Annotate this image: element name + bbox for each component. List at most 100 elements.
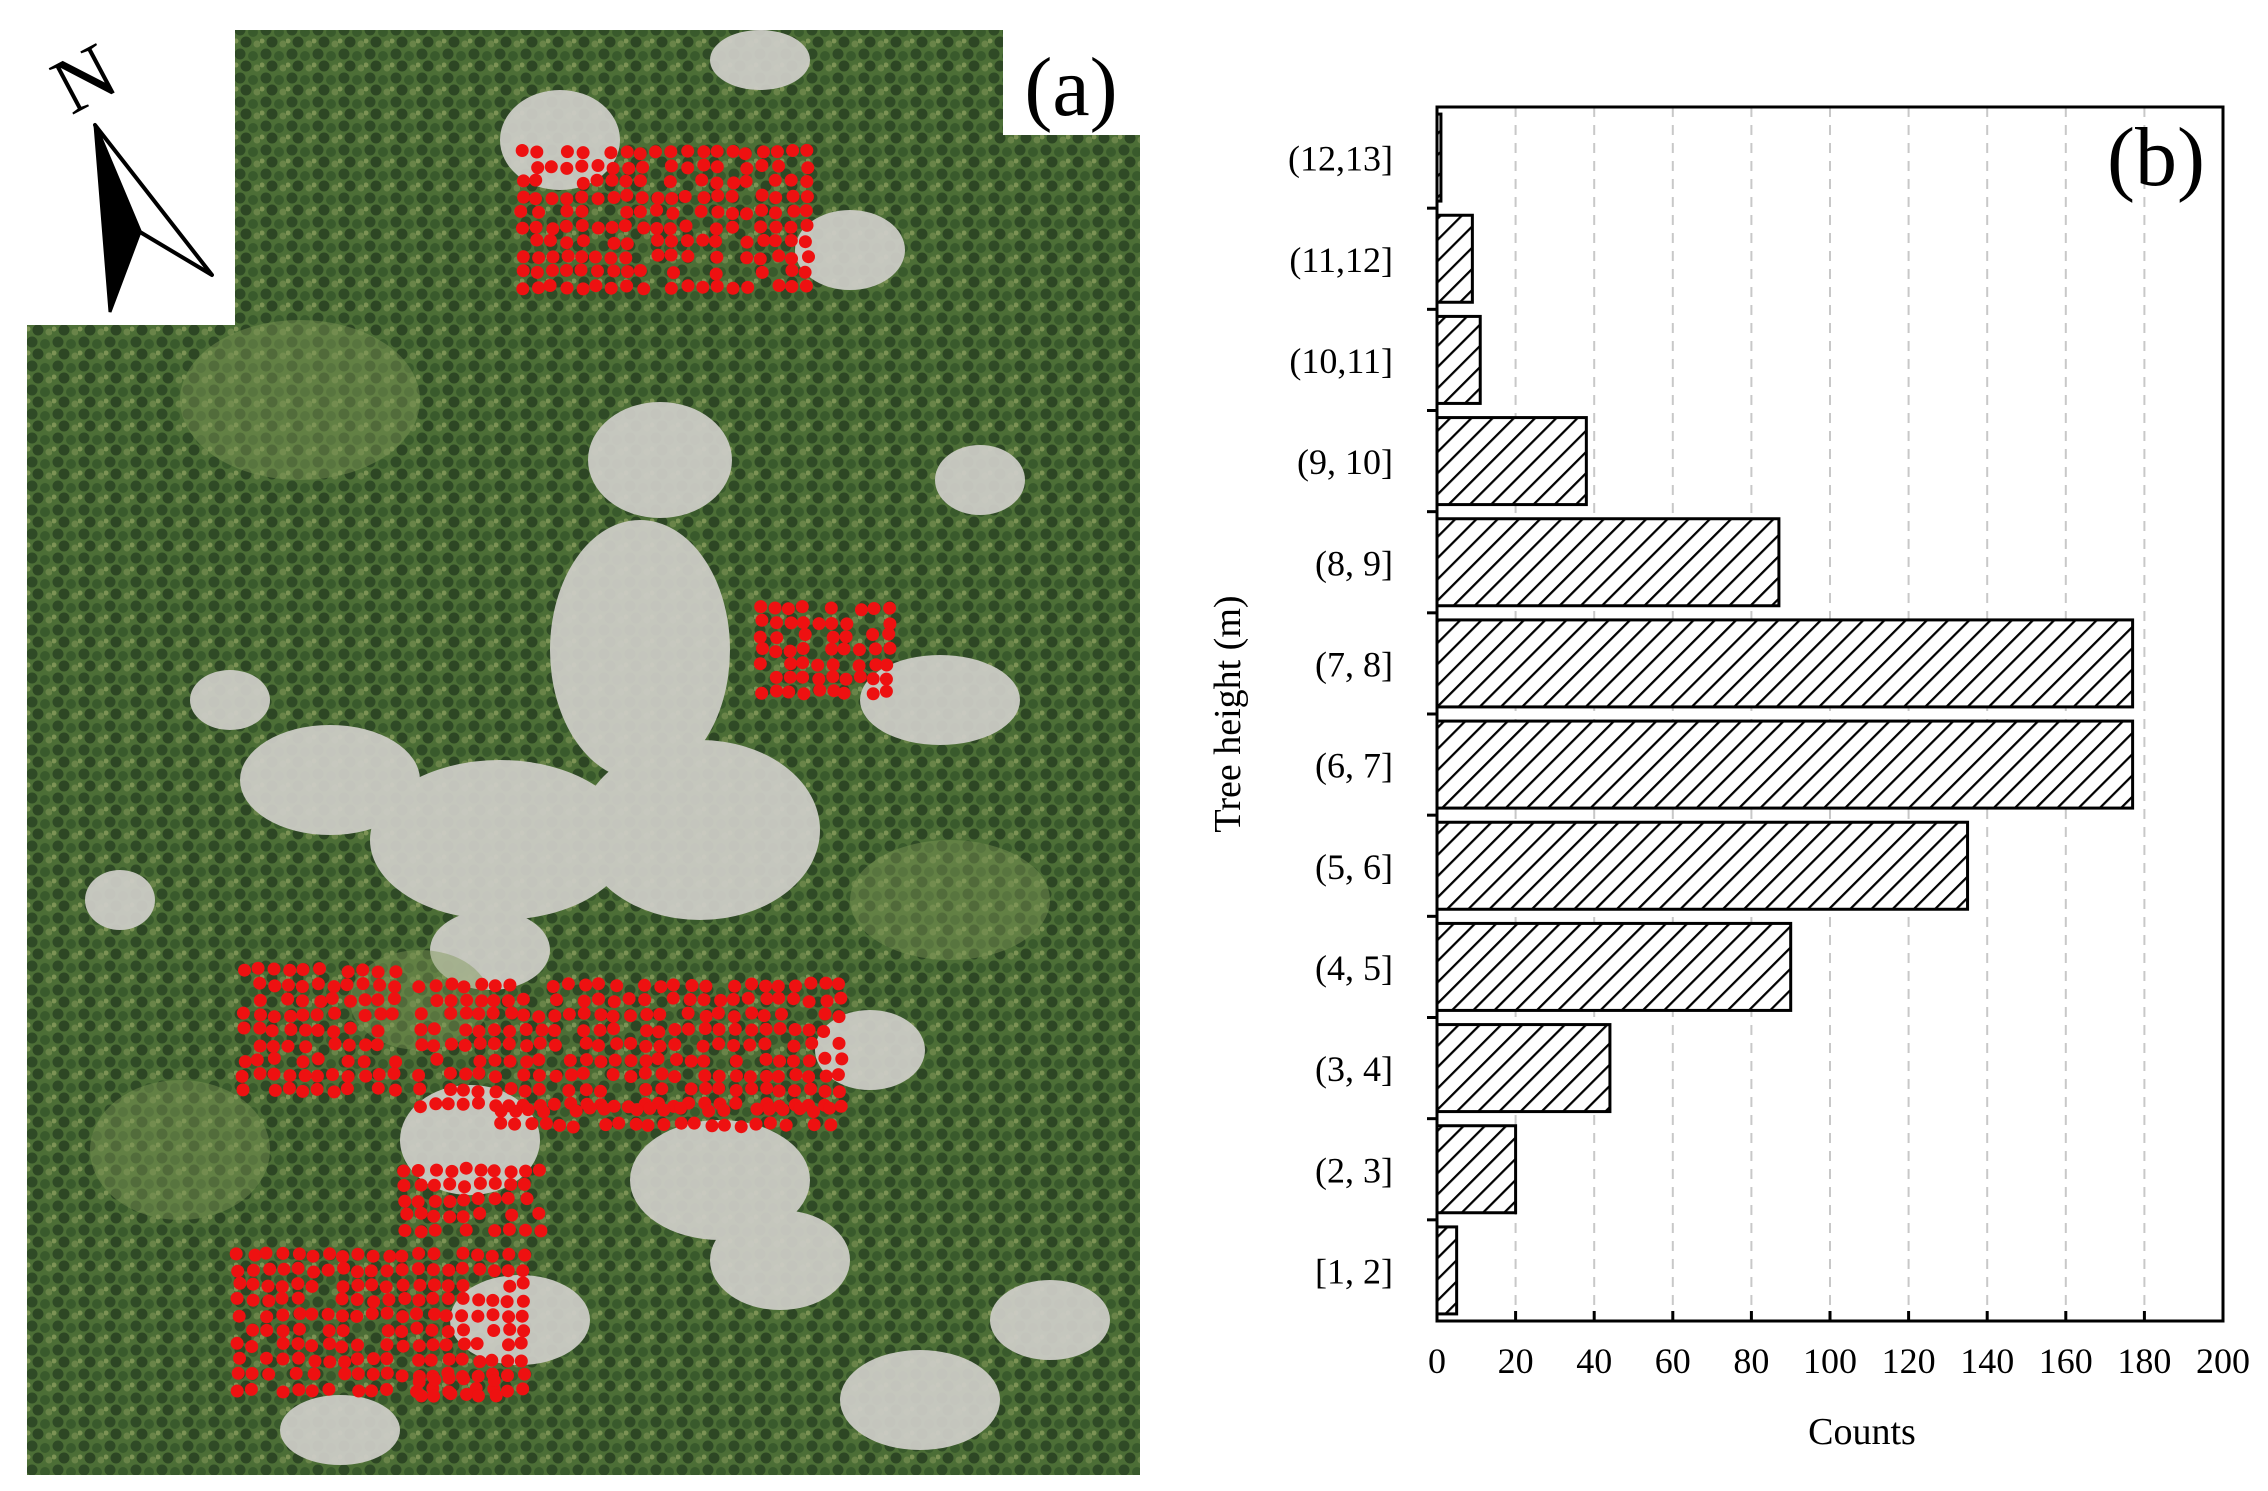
tree-marker: [370, 1038, 384, 1052]
tree-marker: [560, 281, 574, 295]
tree-marker: [560, 145, 574, 159]
tree-marker: [517, 174, 530, 188]
tree-marker: [253, 976, 267, 990]
tree-marker: [276, 1246, 290, 1260]
tree-marker: [714, 993, 728, 1007]
tree-marker: [796, 616, 810, 630]
tree-marker: [741, 280, 755, 294]
tree-marker: [427, 1039, 441, 1053]
tree-marker: [428, 1373, 442, 1387]
tree-marker: [519, 1023, 533, 1036]
tree-marker: [356, 977, 370, 991]
tree-marker: [327, 980, 341, 994]
tree-marker: [739, 174, 753, 188]
tree-marker: [728, 1022, 742, 1036]
tree-marker: [612, 1116, 626, 1130]
tree-height-histogram: [1, 2] (2, 3] (3, 4] (4, 5] (5, 6] (6, 7] (7, …: [1207, 105, 2250, 1453]
tree-marker: [834, 991, 848, 1005]
tree-marker: [726, 144, 740, 158]
tree-marker: [508, 1117, 522, 1131]
tree-marker: [591, 264, 604, 278]
tree-marker: [655, 1067, 669, 1081]
tree-marker: [500, 1295, 514, 1309]
tree-marker: [291, 1337, 305, 1351]
tree-marker: [501, 1191, 515, 1205]
tree-marker: [263, 1262, 277, 1276]
tree-marker: [768, 234, 782, 248]
tree-marker: [428, 1194, 442, 1208]
tree-marker: [412, 1375, 426, 1389]
tree-marker: [883, 641, 897, 655]
tree-marker: [802, 995, 816, 1009]
tree-marker: [358, 1009, 372, 1022]
tree-marker: [486, 1293, 500, 1307]
tree-marker: [337, 1261, 351, 1275]
tree-marker: [839, 672, 853, 686]
tree-marker: [341, 965, 355, 979]
tree-marker: [784, 657, 798, 671]
tree-marker: [668, 1070, 682, 1084]
tree-marker: [516, 992, 530, 1006]
tree-marker: [698, 1069, 712, 1083]
tree-marker: [283, 1069, 297, 1082]
tree-marker: [674, 1101, 687, 1115]
tree-marker: [414, 1178, 428, 1192]
tree-marker: [837, 686, 851, 700]
tree-marker: [325, 991, 339, 1005]
tree-marker: [412, 1068, 426, 1082]
tree-marker: [412, 1246, 426, 1260]
tree-marker: [425, 1323, 439, 1337]
tree-marker: [591, 159, 605, 172]
tree-marker: [804, 1082, 818, 1096]
tree-marker: [532, 1163, 546, 1177]
tree-marker: [410, 1307, 423, 1321]
tree-marker: [597, 1102, 611, 1116]
tree-marker: [784, 173, 798, 187]
tree-marker: [681, 144, 695, 158]
tree-marker: [807, 1118, 821, 1132]
tree-marker: [338, 1355, 352, 1369]
tree-marker: [455, 1309, 469, 1323]
tree-marker: [547, 1097, 561, 1111]
tree-marker: [251, 961, 265, 975]
tree-marker: [238, 1055, 252, 1069]
tree-marker: [699, 1081, 713, 1095]
tree-marker: [562, 1084, 576, 1097]
tree-marker: [770, 631, 784, 645]
tree-marker: [759, 1052, 773, 1066]
tree-marker: [307, 1265, 321, 1279]
tree-marker: [710, 279, 724, 293]
tree-marker: [784, 220, 798, 234]
tree-marker: [824, 601, 838, 615]
tree-marker: [460, 1387, 473, 1401]
tree-marker: [770, 684, 783, 698]
tree-marker: [365, 1278, 379, 1292]
tree-marker: [796, 656, 810, 670]
tree-marker: [395, 1369, 409, 1383]
bar: [1435, 1023, 1612, 1114]
y-tick-label: (6, 7]: [1315, 746, 1393, 786]
tree-marker: [246, 1293, 260, 1307]
tree-marker: [429, 979, 443, 993]
tree-marker: [883, 617, 897, 631]
tree-marker: [245, 1340, 259, 1353]
tree-marker: [576, 282, 590, 296]
tree-marker: [639, 1083, 653, 1096]
tree-marker: [796, 642, 810, 655]
tree-marker: [852, 659, 866, 673]
tree-marker: [428, 1307, 441, 1321]
tree-marker: [459, 1067, 473, 1081]
tree-marker: [321, 1307, 335, 1321]
tree-marker: [371, 965, 385, 979]
tree-marker: [389, 965, 403, 979]
tree-marker: [610, 1037, 624, 1051]
tree-marker: [382, 1293, 396, 1307]
tree-marker: [281, 1039, 295, 1053]
tree-marker: [443, 1195, 457, 1208]
tree-marker: [426, 1263, 440, 1277]
tree-marker: [350, 1265, 364, 1279]
tree-marker: [832, 1085, 846, 1099]
tree-marker: [336, 1309, 349, 1323]
tree-marker: [798, 628, 812, 641]
tree-marker: [381, 1324, 395, 1338]
